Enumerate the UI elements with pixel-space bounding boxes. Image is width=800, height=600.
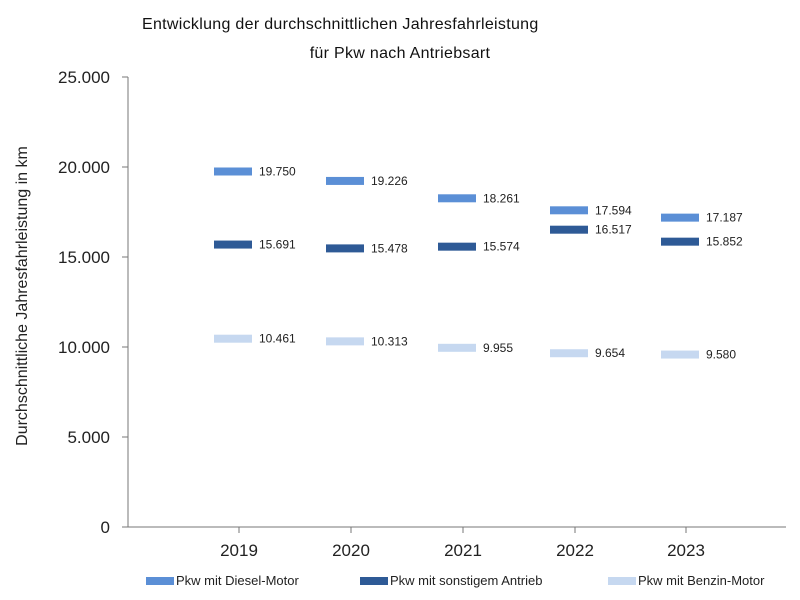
- data-marker-series2: [550, 349, 588, 358]
- data-label-series2: 10.461: [259, 332, 296, 346]
- legend-item-benzin: Pkw mit Benzin-Motor: [608, 573, 764, 588]
- y-tick-label: 5.000: [67, 428, 110, 447]
- legend-swatch-benzin: [608, 576, 636, 585]
- legend-swatch-sonstige: [360, 576, 388, 585]
- data-label-series2: 9.654: [595, 346, 625, 360]
- data-marker-series1: [326, 244, 364, 253]
- data-label-series0: 19.226: [371, 174, 408, 188]
- data-label-series1: 15.691: [259, 238, 296, 252]
- data-label-series0: 19.750: [259, 165, 296, 179]
- data-marker-series1: [214, 240, 252, 249]
- x-tick-label: 2020: [332, 541, 370, 560]
- data-marker-series1: [438, 242, 476, 251]
- data-marker-series1: [661, 237, 699, 246]
- y-tick-label: 25.000: [58, 68, 110, 87]
- legend-label-benzin: Pkw mit Benzin-Motor: [638, 573, 765, 588]
- data-label-series0: 17.594: [595, 203, 632, 217]
- x-tick-label: 2022: [556, 541, 594, 560]
- x-tick-label: 2019: [220, 541, 258, 560]
- data-marker-series2: [214, 334, 252, 343]
- data-label-series0: 18.261: [483, 191, 520, 205]
- data-label-series1: 15.574: [483, 240, 520, 254]
- x-tick-label: 2023: [667, 541, 705, 560]
- legend-swatch-diesel: [146, 576, 174, 585]
- y-tick-label: 10.000: [58, 338, 110, 357]
- data-marker-series2: [661, 350, 699, 359]
- y-tick-label: 20.000: [58, 158, 110, 177]
- legend-item-sonstige: Pkw mit sonstigem Antrieb: [360, 573, 542, 588]
- legend-label-sonstige: Pkw mit sonstigem Antrieb: [390, 573, 543, 588]
- data-label-series1: 15.478: [371, 241, 408, 255]
- data-label-series1: 16.517: [595, 223, 632, 237]
- data-label-series2: 9.955: [483, 341, 513, 355]
- chart-title-line2: für Pkw nach Antriebsart: [309, 45, 491, 62]
- data-label-series2: 9.580: [706, 348, 736, 362]
- data-marker-series2: [326, 337, 364, 346]
- legend-item-diesel: Pkw mit Diesel-Motor: [146, 573, 299, 588]
- y-tick-label: 0: [101, 518, 110, 537]
- data-marker-series0: [550, 206, 588, 215]
- y-tick-label: 15.000: [58, 248, 110, 267]
- data-marker-series0: [661, 213, 699, 222]
- data-marker-series1: [550, 225, 588, 234]
- data-label-series2: 10.313: [371, 334, 408, 348]
- data-marker-series0: [438, 194, 476, 203]
- data-label-series0: 17.187: [706, 211, 743, 225]
- data-label-series1: 15.852: [706, 235, 743, 249]
- data-marker-series0: [214, 167, 252, 176]
- legend-label-diesel: Pkw mit Diesel-Motor: [176, 573, 299, 588]
- chart-title-line1: Entwicklung der durchschnittlichen Jahre…: [142, 16, 539, 33]
- x-tick-label: 2021: [444, 541, 482, 560]
- data-marker-series2: [438, 343, 476, 352]
- data-marker-series0: [326, 176, 364, 185]
